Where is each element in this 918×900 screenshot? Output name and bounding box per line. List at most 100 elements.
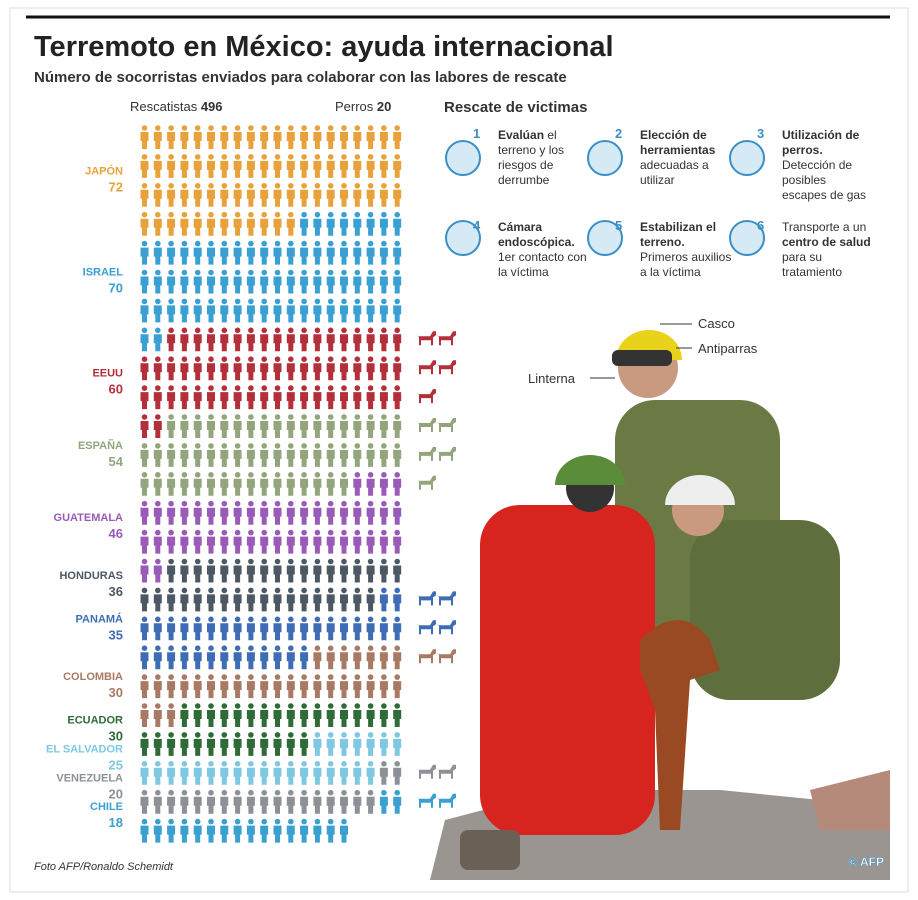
person-icon [246,298,255,323]
country-value: 30 [109,685,123,700]
icon-head [248,443,254,449]
step-text-part: Elección de herramientas [640,128,716,157]
icon-head [301,616,307,623]
icon-head [327,789,334,796]
icon-head [274,558,281,565]
icon-head [168,500,174,507]
icon-head [354,703,361,709]
person-icon [313,154,322,178]
icon-body [313,565,322,583]
icon-body [260,507,269,525]
person-icon [233,674,242,699]
icon-head [274,587,281,594]
icon-body [207,767,215,785]
country-label: CHILE [90,801,123,813]
icon-head [274,211,281,218]
person-icon [246,385,255,410]
person-icon [313,298,322,323]
icon-body [313,681,322,699]
icon-body [140,160,149,178]
icon-head [354,443,361,449]
person-icon [393,327,402,352]
icon-head [248,674,254,680]
person-icon [313,587,322,612]
step-text-part: 1er contacto con la víctima [498,250,587,279]
person-icon [153,154,162,178]
person-icon [326,356,335,381]
icon-body [193,478,202,496]
person-icon [193,674,202,699]
person-icon [379,211,388,236]
icon-head [181,529,188,536]
icon-head [367,732,374,738]
icon-body [326,334,335,352]
person-icon [379,732,388,756]
person-icon [246,443,255,467]
icon-head [234,269,241,276]
icon-head [181,732,188,738]
person-icon [233,356,242,381]
person-icon [273,269,282,294]
icon-body [393,710,402,727]
person-icon [246,125,255,149]
icon-head [394,183,401,189]
icon-body [220,796,229,814]
icon-body [313,738,322,756]
icon-head [194,529,201,536]
dog-icon [437,331,456,346]
icon-body [340,594,348,612]
icon-body [286,507,295,525]
icon-head [301,472,307,478]
icon-head [288,211,294,218]
icon-head [367,327,374,334]
person-icon [313,818,322,843]
icon-body [300,536,309,554]
person-icon [207,183,215,207]
country-value: 30 [109,728,123,743]
person-icon [286,125,295,149]
icon-body [366,189,375,207]
icon-body [207,507,215,525]
icon-body [246,478,255,496]
person-icon [153,327,162,352]
step-text-part: Transporte a un [782,220,867,234]
country-value: 54 [109,454,124,469]
icon-head [367,472,374,478]
icon-head [288,732,294,738]
step-text: Evalúan el terreno y los riesgos de derr… [498,128,590,188]
icon-body [379,565,388,583]
icon-body [233,681,242,699]
icon-head [208,183,214,189]
person-icon [220,443,229,467]
person-icon [153,211,162,236]
step-text-part: Cámara endoscópica. [498,220,575,249]
icon-head [314,183,321,189]
icon-body [167,421,176,438]
icon-head [261,240,268,247]
country-dogs [417,764,456,779]
icon-head [341,529,347,536]
person-icon [366,356,375,381]
person-icon [140,703,149,727]
icon-body [207,738,215,756]
person-icon [153,500,162,525]
icon-head [208,125,214,131]
person-icon [286,472,295,496]
icon-head [354,500,361,507]
icon-head [221,789,228,796]
logo: © AFP [848,855,884,869]
icon-head [327,414,334,420]
icon-head [354,211,361,218]
person-icon [140,789,149,814]
person-icon [180,558,189,583]
photo-label: Linterna [528,371,576,386]
person-icon [207,818,215,843]
person-icon [273,674,282,699]
icon-body [353,276,362,294]
icon-body [379,421,388,438]
person-icon [193,125,202,149]
icon-body [313,623,322,641]
country-label: GUATEMALA [54,512,124,524]
icon-head [261,587,268,594]
person-icon [193,472,202,496]
